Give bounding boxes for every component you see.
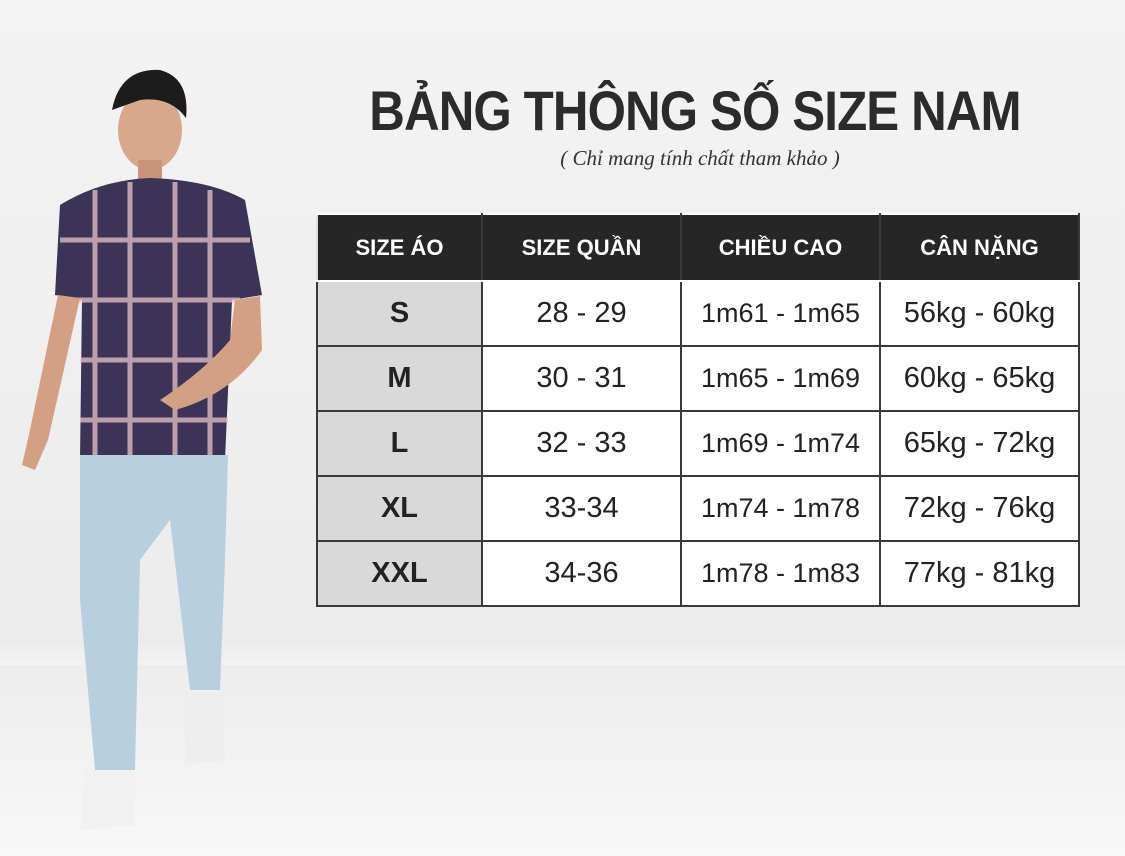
cell-can-nang: 77kg - 81kg xyxy=(879,540,1080,607)
table-row: XL 33-34 1m74 - 1m78 72kg - 76kg xyxy=(316,475,1080,542)
cell-chieu-cao: 1m78 - 1m83 xyxy=(680,540,881,607)
cell-chieu-cao: 1m61 - 1m65 xyxy=(680,280,881,347)
cell-size-ao: XXL xyxy=(316,540,483,607)
page-title: BẢNG THÔNG SỐ SIZE NAM xyxy=(369,79,1021,142)
cell-size-ao: M xyxy=(316,345,483,412)
cell-size-ao: L xyxy=(316,410,483,477)
cell-size-quan: 34-36 xyxy=(481,540,682,607)
header-can-nang: CÂN NẶNG xyxy=(879,213,1080,282)
table-header-row: SIZE ÁO SIZE QUẦN CHIỀU CAO CÂN NẶNG xyxy=(316,213,1080,282)
cell-can-nang: 56kg - 60kg xyxy=(879,280,1080,347)
page-subtitle: ( Chỉ mang tính chất tham khảo ) xyxy=(560,146,840,170)
header-size-ao: SIZE ÁO xyxy=(316,213,483,282)
cell-can-nang: 60kg - 65kg xyxy=(879,345,1080,412)
table-row: L 32 - 33 1m69 - 1m74 65kg - 72kg xyxy=(316,410,1080,477)
table-row: XXL 34-36 1m78 - 1m83 77kg - 81kg xyxy=(316,540,1080,607)
cell-size-ao: XL xyxy=(316,475,483,542)
table-row: M 30 - 31 1m65 - 1m69 60kg - 65kg xyxy=(316,345,1080,412)
header-size-quan: SIZE QUẦN xyxy=(481,213,682,282)
cell-size-quan: 28 - 29 xyxy=(481,280,682,347)
model-photo xyxy=(22,69,262,830)
cell-chieu-cao: 1m69 - 1m74 xyxy=(680,410,881,477)
cell-chieu-cao: 1m65 - 1m69 xyxy=(680,345,881,412)
cell-size-quan: 30 - 31 xyxy=(481,345,682,412)
cell-size-quan: 33-34 xyxy=(481,475,682,542)
cell-size-quan: 32 - 33 xyxy=(481,410,682,477)
size-chart-table: SIZE ÁO SIZE QUẦN CHIỀU CAO CÂN NẶNG S 28… xyxy=(316,213,1080,607)
cell-can-nang: 72kg - 76kg xyxy=(879,475,1080,542)
cell-can-nang: 65kg - 72kg xyxy=(879,410,1080,477)
cell-size-ao: S xyxy=(316,280,483,347)
header-chieu-cao: CHIỀU CAO xyxy=(680,213,881,282)
cell-chieu-cao: 1m74 - 1m78 xyxy=(680,475,881,542)
table-row: S 28 - 29 1m61 - 1m65 56kg - 60kg xyxy=(316,280,1080,347)
